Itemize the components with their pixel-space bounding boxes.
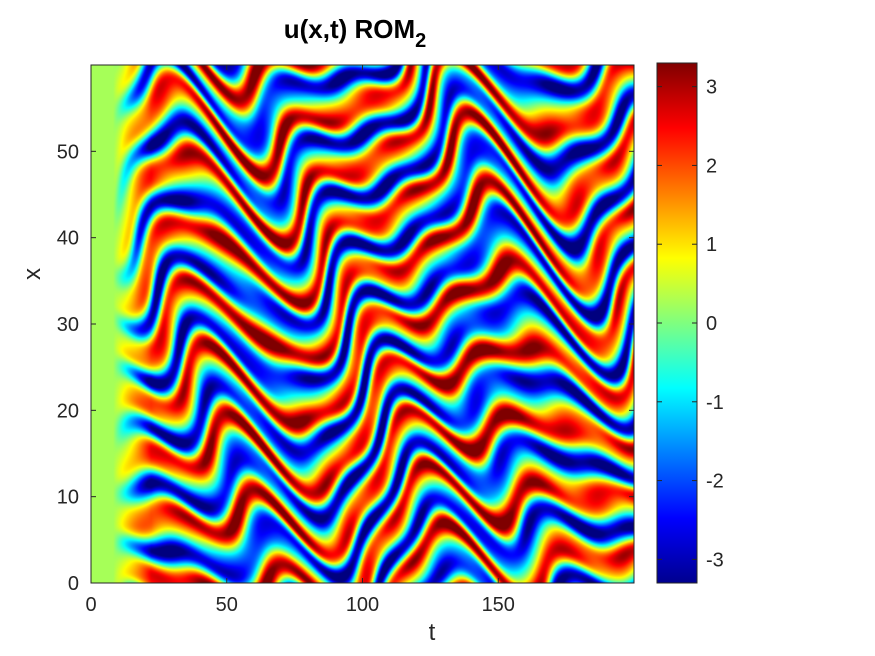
y-axis-label: x: [19, 268, 46, 280]
y-tick-label: 0: [68, 573, 79, 595]
y-tick-label: 10: [57, 487, 79, 509]
colorbar-tick-label: -1: [706, 392, 724, 414]
y-axis: 0 10 20 30 40 50: [57, 141, 634, 595]
y-tick-label: 40: [57, 228, 79, 250]
colorbar-tick-label: -3: [706, 549, 724, 571]
x-tick-label: 150: [482, 594, 515, 616]
colorbar: -3 -2 -1 0 1 2 3: [656, 62, 724, 584]
y-tick-label: 30: [57, 314, 79, 336]
y-tick-label: 20: [57, 400, 79, 422]
x-axis-label: t: [429, 619, 436, 646]
x-tick-label: 0: [85, 594, 96, 616]
heatmap-image: [91, 65, 634, 583]
colorbar-gradient: [657, 63, 697, 583]
colorbar-tick-label: 3: [706, 77, 717, 99]
x-axis: 0 50 100 150: [85, 65, 515, 616]
chart-title: u(x,t) ROM2: [284, 14, 427, 52]
colorbar-tick-label: 2: [706, 155, 717, 177]
y-tick-label: 50: [57, 141, 79, 163]
colorbar-ticks: -3 -2 -1 0 1 2 3: [657, 77, 724, 571]
plot-area: [90, 64, 635, 584]
colorbar-tick-label: 0: [706, 313, 717, 335]
colorbar-tick-label: -2: [706, 471, 724, 493]
colorbar-tick-label: 1: [706, 234, 717, 256]
x-tick-label: 100: [346, 594, 379, 616]
x-tick-label: 50: [216, 594, 238, 616]
